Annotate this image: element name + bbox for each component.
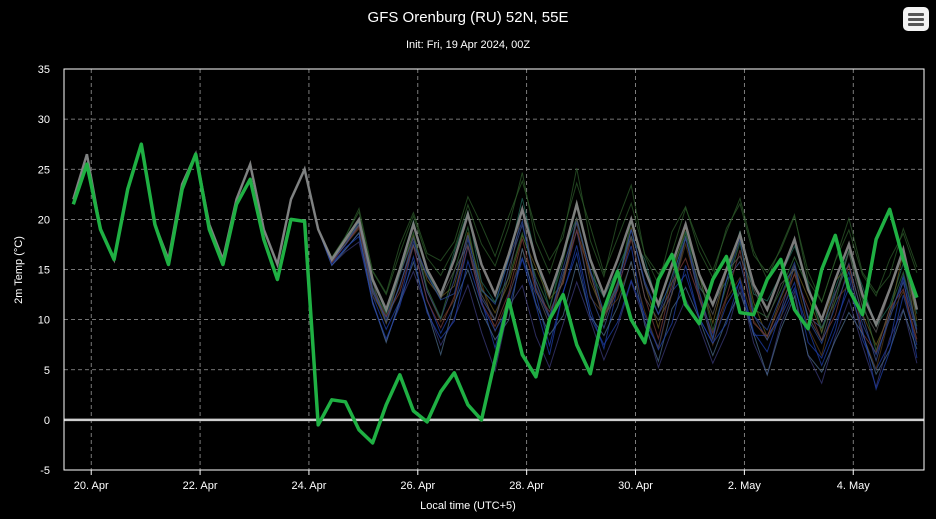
ensemble-mean-line bbox=[72, 143, 919, 328]
x-tick-label: 2. May bbox=[728, 480, 762, 492]
chart-subtitle: Init: Fri, 19 Apr 2024, 00Z bbox=[406, 39, 530, 51]
menu-bar bbox=[908, 13, 924, 16]
y-tick-label: 20 bbox=[38, 214, 50, 226]
x-tick-label: 24. Apr bbox=[292, 480, 327, 492]
y-axis-label: 2m Temp (°C) bbox=[13, 236, 25, 304]
x-tick-label: 28. Apr bbox=[509, 480, 544, 492]
menu-bar bbox=[908, 18, 924, 21]
y-tick-label: 10 bbox=[38, 315, 50, 327]
y-tick-label: 5 bbox=[44, 365, 50, 377]
x-tick-label: 26. Apr bbox=[400, 480, 435, 492]
y-tick-label: 35 bbox=[38, 64, 50, 76]
y-axis-ticks: -5 0 5 10 15 20 25 30 35 bbox=[38, 64, 50, 477]
menu-bar bbox=[908, 23, 924, 26]
chart-title: GFS Orenburg (RU) 52N, 55E bbox=[368, 9, 569, 26]
x-tick-label: 22. Apr bbox=[183, 480, 218, 492]
hamburger-menu-icon[interactable] bbox=[903, 7, 929, 31]
y-tick-label: 25 bbox=[38, 164, 50, 176]
x-tick-label: 4. May bbox=[837, 480, 871, 492]
y-tick-label: 30 bbox=[38, 114, 50, 126]
x-tick-label: 30. Apr bbox=[618, 480, 653, 492]
y-tick-label: 0 bbox=[44, 415, 50, 427]
x-axis-ticks: 20. Apr 22. Apr 24. Apr 26. Apr 28. Apr 30. A… bbox=[74, 470, 870, 492]
x-tick-label: 20. Apr bbox=[74, 480, 109, 492]
series-lines bbox=[71, 142, 919, 445]
highlighted-run-line bbox=[71, 142, 919, 445]
y-tick-label: -5 bbox=[40, 465, 50, 477]
plot-border bbox=[63, 68, 925, 471]
x-axis-label: Local time (UTC+5) bbox=[420, 500, 516, 512]
y-tick-label: 15 bbox=[38, 265, 50, 277]
